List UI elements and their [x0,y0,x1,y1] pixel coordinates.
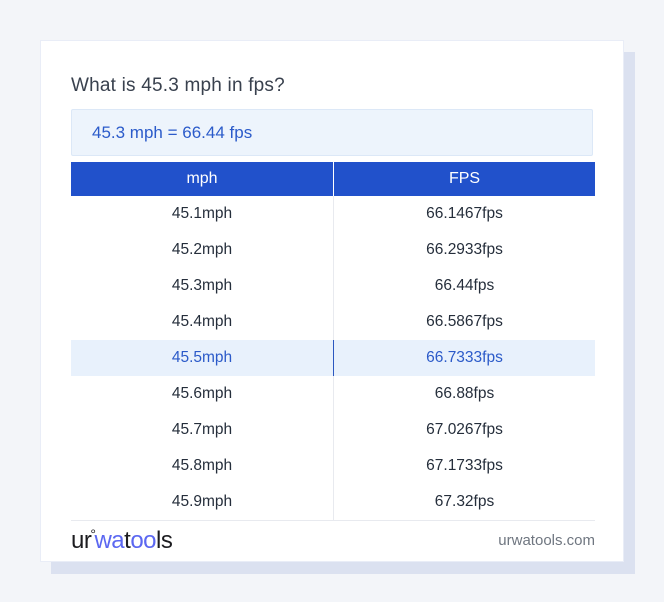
table-row[interactable]: 45.3mph 66.44fps [71,268,595,304]
table-row[interactable]: 45.1mph 66.1467fps [71,196,595,232]
cell-fps[interactable]: 66.7333fps [333,340,595,376]
cell-fps[interactable]: 66.2933fps [333,232,595,268]
cell-fps[interactable]: 66.44fps [333,268,595,304]
cell-fps[interactable]: 66.1467fps [333,196,595,232]
table-body: 45.1mph 66.1467fps 45.2mph 66.2933fps 45… [71,196,595,520]
logo-part: oo [130,526,157,554]
site-url-link[interactable]: urwatools.com [498,532,595,549]
logo-part: t [124,526,131,554]
logo-part: ur [71,526,92,554]
table-header-fps: FPS [333,162,595,196]
urwatools-logo[interactable]: ur ° wa t oo ls [71,525,173,555]
table-row[interactable]: 45.4mph 66.5867fps [71,304,595,340]
logo-part: wa [94,526,125,554]
result-text: 45.3 mph = 66.44 fps [92,122,253,142]
cell-fps[interactable]: 66.5867fps [333,304,595,340]
cell-mph[interactable]: 45.1mph [171,205,233,222]
table-row[interactable]: 45.5mph 66.7333fps [71,340,595,376]
cell-fps[interactable]: 67.0267fps [333,412,595,448]
page-title: What is 45.3 mph in fps? [71,75,285,96]
cell-mph[interactable]: 45.2mph [171,241,233,258]
table-row[interactable]: 45.6mph 66.88fps [71,376,595,412]
cell-mph[interactable]: 45.8mph [171,457,233,474]
cell-mph[interactable]: 45.9mph [171,493,233,510]
table-row[interactable]: 45.8mph 67.1733fps [71,448,595,484]
result-callout: 45.3 mph = 66.44 fps [71,109,593,156]
cell-fps[interactable]: 66.88fps [333,376,595,412]
logo-part: ls [156,526,173,554]
cell-mph[interactable]: 45.7mph [171,421,233,438]
cell-mph[interactable]: 45.4mph [171,313,233,330]
table-row[interactable]: 45.9mph 67.32fps [71,484,595,520]
cell-mph[interactable]: 45.6mph [171,385,233,402]
conversion-table: mph FPS 45.1mph 66.1467fps 45.2mph 66.29… [71,162,595,521]
logo-part: ° [90,525,96,542]
table-header-row: mph FPS [71,162,595,196]
cell-mph[interactable]: 45.3mph [171,277,233,294]
table-row[interactable]: 45.2mph 66.2933fps [71,232,595,268]
table-header-mph: mph [186,170,218,187]
card-footer: ur ° wa t oo ls urwatools.com [71,521,595,560]
cell-fps[interactable]: 67.1733fps [333,448,595,484]
table-row[interactable]: 45.7mph 67.0267fps [71,412,595,448]
converter-card: What is 45.3 mph in fps? 45.3 mph = 66.4… [40,40,624,562]
cell-fps[interactable]: 67.32fps [333,484,595,520]
cell-mph[interactable]: 45.5mph [171,349,233,366]
